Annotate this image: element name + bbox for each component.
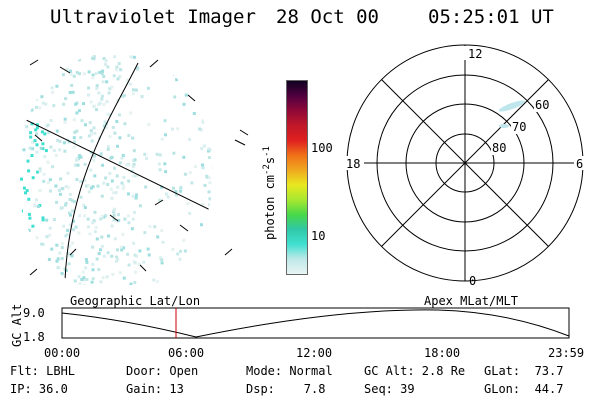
colorbar-label: photon cm-2s-1 [262,146,277,240]
image-overlay-lines [20,62,213,285]
mlt-label-6: 6 [576,157,583,171]
mlt-label-18: 18 [346,157,360,171]
mode-info: Mode: Normal [246,364,333,378]
colorbar [286,80,308,275]
x-tick-2359: 23:59 [548,346,585,360]
polar-plot: 12 18 6 0 60 70 80 [344,44,586,288]
gain-info: Gain: 13 [126,382,184,396]
y-tick-1.8: 1.8 [23,330,45,344]
glat-info: GLat: 73.7 [484,364,564,378]
mlt-label-0: 0 [469,274,476,288]
colorbar-tick-10: 10 [311,229,326,243]
seq-info: Seq: 39 [364,382,415,396]
app-title: Ultraviolet Imager [50,6,256,28]
altitude-timeline [61,307,570,339]
x-tick-0600: 06:00 [168,346,205,360]
glon-info: GLon: 44.7 [484,382,564,396]
geographic-label: Geographic Lat/Lon [70,294,201,308]
date-label: 28 Oct 00 [276,6,379,28]
lat-label-70: 70 [512,120,526,134]
timeline-axis-label: GC Alt [10,303,24,347]
time-label: 05:25:01 UT [428,6,554,28]
dsp-info: Dsp: 7.8 [246,382,326,396]
x-tick-1200: 12:00 [296,346,333,360]
geographic-image [20,55,249,285]
ip-info: IP: 36.0 [10,382,68,396]
apex-label: Apex MLat/MLT [424,294,518,308]
y-tick-9: 9.0 [23,306,45,320]
lat-label-80: 80 [492,141,506,155]
x-tick-1800: 18:00 [424,346,461,360]
gc-alt-info: GC Alt: 2.8 Re [364,364,466,378]
door-info: Door: Open [126,364,199,378]
colorbar-tick-100: 100 [311,141,333,155]
lat-label-60: 60 [535,98,549,112]
polar-aurora-patch [498,100,526,128]
x-tick-0000: 00:00 [44,346,81,360]
filter-info: Flt: LBHL [10,364,76,378]
mlt-label-12: 12 [468,47,482,61]
